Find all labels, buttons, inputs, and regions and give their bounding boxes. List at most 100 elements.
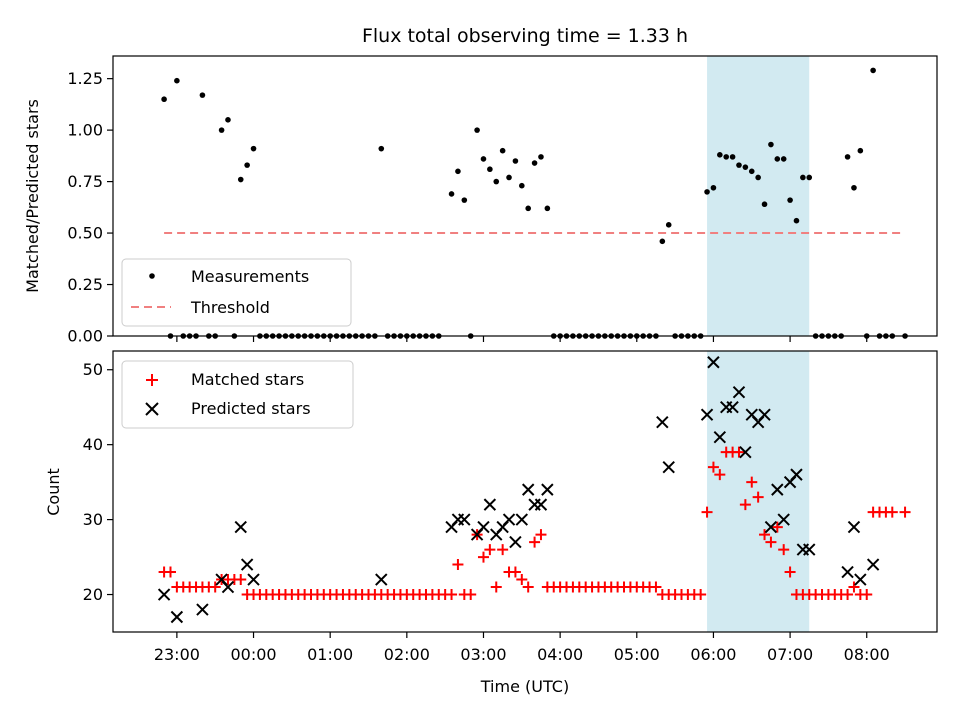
matched-star-point <box>778 544 790 556</box>
measurement-point <box>780 156 787 162</box>
measurement-point <box>844 154 851 160</box>
matched-star-point <box>465 589 477 601</box>
predicted-star-point <box>758 408 771 421</box>
bottom-x-ticks: 23:00 00:00 01:00 02:00 03:00 04:00 05:00 06:00… <box>154 632 890 664</box>
x-tick-label: 02:00 <box>384 645 430 664</box>
measurement-point <box>244 162 250 168</box>
matched-star-point <box>765 536 777 548</box>
x-tick-label: 04:00 <box>537 645 583 664</box>
top-y-ticks: 0.00 0.25 0.50 0.75 1.00 1.25 <box>67 69 113 346</box>
matched-stars-points <box>158 446 911 601</box>
legend-matched-label: Matched stars <box>191 370 304 389</box>
top-plot-frame <box>112 55 938 337</box>
predicted-star-point <box>656 415 669 429</box>
measurement-point <box>525 205 531 212</box>
predicted-star-point <box>221 580 235 594</box>
legend-threshold-label: Threshold <box>190 298 270 317</box>
measurement-point <box>237 176 244 183</box>
predicted-stars-points <box>157 356 880 624</box>
x-tick-label: 03:00 <box>460 645 506 664</box>
matched-star-point <box>509 566 521 578</box>
matched-star-point <box>695 589 707 601</box>
measurement-point <box>448 191 455 197</box>
bottom-legend: Matched stars Predicted stars <box>121 360 354 429</box>
x-tick-label: 00:00 <box>230 645 276 664</box>
measurement-point <box>455 168 461 175</box>
predicted-star-point <box>515 513 529 526</box>
matched-star-point <box>842 589 854 601</box>
matched-star-point <box>522 581 534 593</box>
matched-star-point <box>650 581 662 593</box>
matched-star-point <box>886 506 898 518</box>
measurement-point <box>487 166 493 173</box>
predicted-star-point <box>196 603 209 616</box>
measurement-point <box>774 156 781 162</box>
matched-star-point <box>746 476 758 488</box>
measurement-point <box>761 201 768 208</box>
bottom-panel: 20 30 40 50 23:00 00:00 01:00 02:00 03:00 04:00 0… <box>44 350 938 696</box>
matched-star-point <box>446 589 458 601</box>
top-panel: Flux total observing time = 1.33 h 0.000… <box>23 25 938 346</box>
predicted-star-point <box>866 558 880 571</box>
measurement-point <box>870 67 876 74</box>
measurement-point <box>748 168 755 175</box>
x-axis-label: Time (UTC) <box>480 677 569 696</box>
predicted-star-point <box>521 483 535 496</box>
matched-star-point <box>771 521 783 533</box>
matched-star-point <box>707 461 719 473</box>
chart-title: Flux total observing time = 1.33 h <box>362 25 688 47</box>
x-tick-label: 07:00 <box>767 645 813 664</box>
measurement-point <box>755 174 761 181</box>
legend-measurements-marker <box>149 273 155 279</box>
matched-star-point <box>739 499 751 511</box>
predicted-star-point <box>157 588 171 601</box>
measurement-point <box>851 184 857 191</box>
measurement-point <box>768 141 774 148</box>
predicted-star-point <box>170 610 184 624</box>
matched-star-point <box>516 574 528 586</box>
matched-star-point <box>733 446 745 458</box>
predicted-star-point <box>790 468 803 481</box>
predicted-star-point <box>777 513 790 526</box>
predicted-star-point <box>700 408 714 421</box>
measurement-point <box>704 189 710 195</box>
legend-predicted-label: Predicted stars <box>191 399 311 418</box>
matched-star-point <box>784 566 796 578</box>
x-tick-label: 06:00 <box>690 645 736 664</box>
matched-star-point <box>848 581 860 593</box>
predicted-star-point <box>541 483 554 496</box>
matched-star-point <box>497 544 509 556</box>
measurement-point <box>161 96 167 103</box>
measurement-point <box>519 182 525 189</box>
measurement-point <box>793 217 800 224</box>
measurement-point <box>480 156 487 162</box>
predicted-star-point <box>739 445 752 459</box>
bottom-y-tick-label: 40 <box>83 435 103 454</box>
measurement-point <box>461 197 468 203</box>
matched-star-point <box>209 581 221 593</box>
measurement-point <box>225 117 231 123</box>
measurement-point <box>742 164 749 170</box>
top-y-tick-label: 0.00 <box>67 327 103 346</box>
matched-star-point <box>759 529 771 541</box>
measurement-point <box>787 197 793 203</box>
predicted-star-point <box>803 543 816 556</box>
legend-measurements-label: Measurements <box>191 267 309 286</box>
measurement-point <box>474 127 480 133</box>
matched-star-point <box>452 559 464 571</box>
bottom-y-tick-label: 50 <box>83 360 103 379</box>
predicted-star-point <box>707 356 720 369</box>
predicted-star-point <box>375 573 388 586</box>
predicted-star-point <box>726 400 739 414</box>
predicted-star-point <box>240 558 254 571</box>
measurement-point <box>499 147 506 154</box>
measurement-point <box>665 222 672 228</box>
matched-star-point <box>535 529 547 541</box>
matched-star-point <box>164 566 176 578</box>
x-tick-label: 05:00 <box>614 645 660 664</box>
bottom-y-axis-label: Count <box>44 468 63 516</box>
top-y-tick-label: 1.00 <box>67 121 103 140</box>
predicted-star-point <box>764 520 778 534</box>
predicted-star-point <box>841 565 854 579</box>
